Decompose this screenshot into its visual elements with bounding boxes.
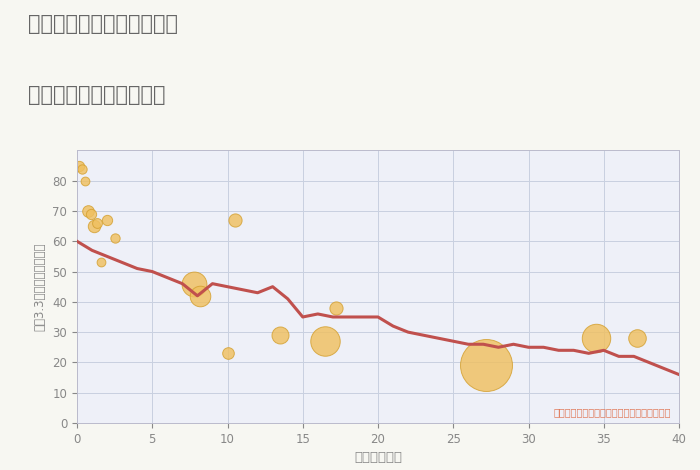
Point [76, 165, 87, 172]
Point [195, 292, 206, 299]
Point [95, 258, 106, 266]
Point [591, 335, 602, 342]
Point [222, 350, 233, 357]
Text: 円の大きさは、取引のあった物件面積を示す: 円の大きさは、取引のあった物件面積を示す [554, 407, 671, 417]
Text: 岐阜県羽島郡岐南町野中の: 岐阜県羽島郡岐南町野中の [28, 14, 178, 34]
Point [274, 331, 286, 339]
Point [230, 216, 241, 224]
Point [88, 222, 99, 230]
Point [481, 362, 492, 369]
Point [631, 335, 643, 342]
X-axis label: 築年数（年）: 築年数（年） [354, 451, 402, 464]
Y-axis label: 坪（3.3㎡）単価（万円）: 坪（3.3㎡）単価（万円） [34, 243, 47, 331]
Point [102, 216, 113, 224]
Point [74, 162, 85, 169]
Point [82, 207, 93, 215]
Point [79, 177, 90, 184]
Text: 築年数別中古戸建て価格: 築年数別中古戸建て価格 [28, 85, 165, 105]
Point [320, 337, 331, 345]
Point [189, 280, 200, 288]
Point [91, 219, 102, 227]
Point [330, 304, 342, 312]
Point [109, 235, 120, 242]
Point [85, 210, 96, 218]
